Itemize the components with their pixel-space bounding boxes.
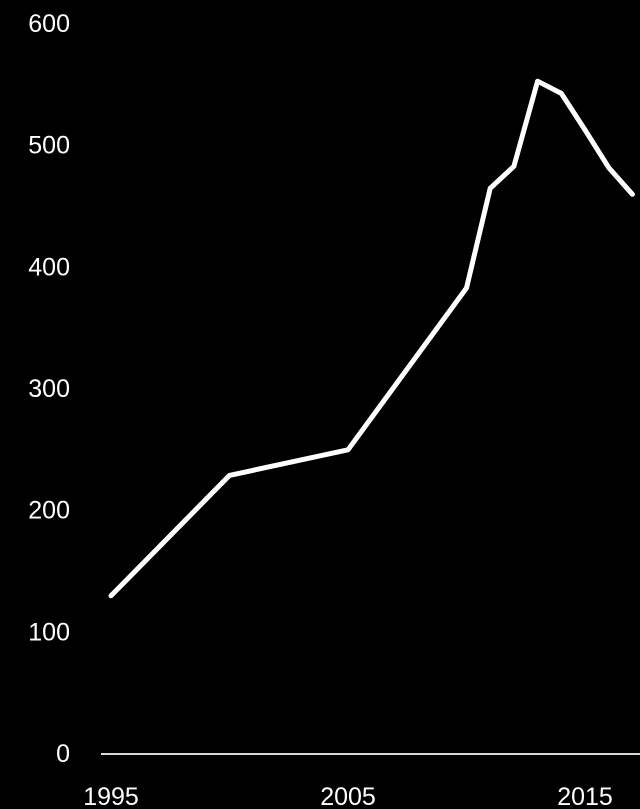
y-tick-label: 400 xyxy=(28,253,70,281)
y-tick-label: 300 xyxy=(28,375,70,403)
y-axis-tick-labels: 0 100 200 300 400 500 600 xyxy=(28,10,70,768)
y-tick-label: 500 xyxy=(28,132,70,160)
x-tick-label: 2015 xyxy=(557,783,613,809)
y-tick-label: 0 xyxy=(56,740,70,768)
x-tick-label: 2005 xyxy=(320,783,376,809)
y-tick-label: 200 xyxy=(28,497,70,525)
y-tick-label: 600 xyxy=(28,10,70,38)
series-line xyxy=(108,78,635,599)
x-axis-tick-labels: 1995 2005 2015 xyxy=(83,783,613,809)
x-tick-label: 1995 xyxy=(83,783,139,809)
y-tick-label: 100 xyxy=(28,618,70,646)
series-group xyxy=(108,78,635,599)
